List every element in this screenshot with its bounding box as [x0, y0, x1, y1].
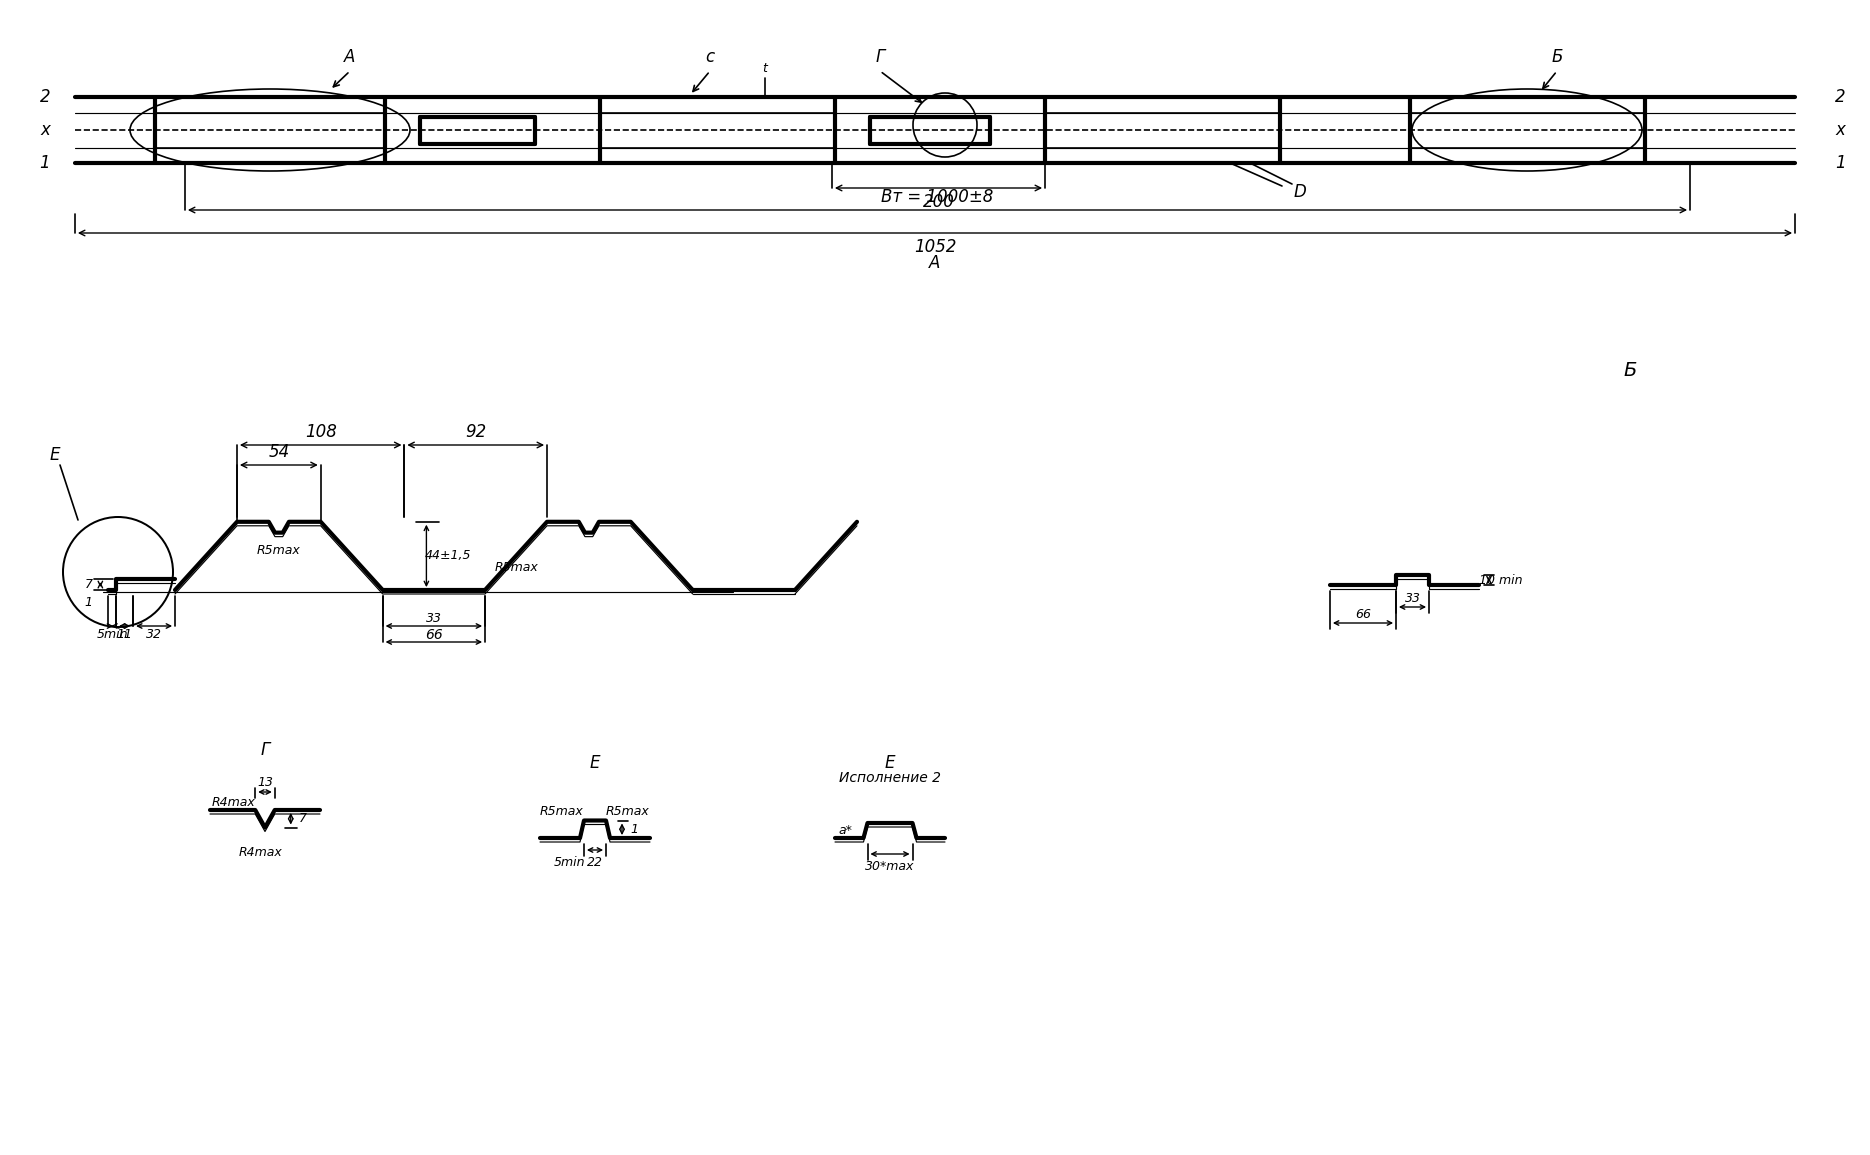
Text: 30*max: 30*max	[866, 859, 914, 872]
Text: Е: Е	[885, 754, 896, 772]
Text: R5max: R5max	[256, 544, 301, 557]
Text: 66: 66	[424, 628, 443, 642]
Text: R4max: R4max	[211, 796, 254, 808]
Text: 1: 1	[1834, 154, 1846, 172]
Text: 7: 7	[84, 578, 92, 591]
Text: 1: 1	[84, 596, 92, 609]
Text: a*: a*	[838, 824, 853, 837]
Text: Г: Г	[260, 742, 269, 759]
Text: 54: 54	[267, 444, 290, 461]
Text: R4max: R4max	[237, 845, 282, 859]
Text: Е: Е	[50, 446, 60, 464]
Text: А: А	[929, 254, 941, 271]
Text: Е: Е	[589, 754, 600, 772]
Text: 33: 33	[426, 611, 441, 625]
Text: А: А	[344, 49, 355, 66]
Text: 66: 66	[1356, 609, 1371, 621]
Text: t: t	[763, 61, 767, 75]
Text: 10 min: 10 min	[1479, 574, 1522, 587]
Text: 2: 2	[1834, 88, 1846, 106]
Text: R5max: R5max	[606, 805, 651, 818]
Text: R5max: R5max	[540, 805, 583, 818]
Text: Б: Б	[1552, 49, 1563, 66]
Text: 32: 32	[146, 628, 163, 641]
Text: 108: 108	[305, 423, 337, 441]
Text: 13: 13	[256, 775, 273, 789]
Text: 7: 7	[299, 812, 307, 826]
Text: 5min: 5min	[554, 857, 585, 870]
Text: 22: 22	[587, 856, 602, 869]
Text: Б: Б	[1623, 360, 1636, 380]
Text: x: x	[1834, 121, 1846, 139]
Text: с: с	[705, 49, 714, 66]
Text: 2: 2	[39, 88, 50, 106]
Text: D: D	[1294, 182, 1307, 201]
Text: 200: 200	[922, 193, 954, 211]
Text: R5max: R5max	[496, 561, 539, 574]
Text: Г: Г	[875, 49, 885, 66]
Text: Исполнение 2: Исполнение 2	[840, 772, 941, 785]
Text: 33: 33	[1404, 593, 1421, 605]
Text: 92: 92	[466, 423, 486, 441]
Text: 5min: 5min	[97, 628, 127, 641]
Text: 44±1,5: 44±1,5	[424, 550, 471, 562]
Text: x: x	[39, 121, 50, 139]
Text: 11: 11	[116, 628, 133, 641]
Text: 1: 1	[39, 154, 50, 172]
Text: 1: 1	[630, 822, 638, 836]
Text: Вт = 1000±8: Вт = 1000±8	[881, 188, 993, 206]
Text: 1052: 1052	[914, 238, 956, 256]
